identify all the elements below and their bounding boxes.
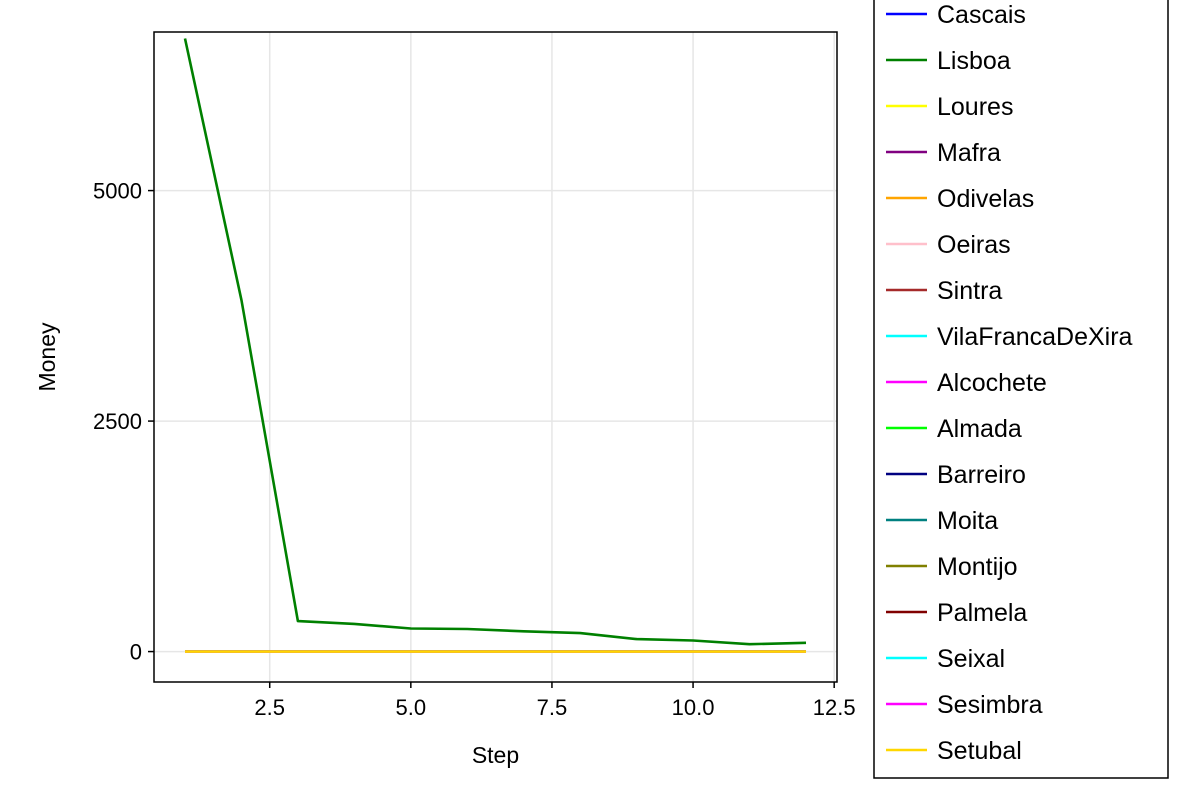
legend-label: Almada: [937, 415, 1022, 443]
legend-label: Mafra: [937, 139, 1001, 167]
legend-label: Loures: [937, 93, 1013, 121]
legend-label: Odivelas: [937, 185, 1034, 213]
x-tick-label: 10.0: [672, 695, 715, 720]
x-tick-label: 5.0: [396, 695, 427, 720]
legend-item-moita: Moita: [886, 507, 998, 535]
legend-item-vilafrancadexira: VilaFrancaDeXira: [886, 323, 1133, 351]
y-axis-label: Money: [34, 322, 60, 392]
legend-item-mafra: Mafra: [886, 139, 1001, 167]
legend-item-montijo: Montijo: [886, 553, 1018, 581]
plot-frame: [153, 31, 838, 683]
legend-label: VilaFrancaDeXira: [937, 323, 1133, 351]
y-tick-label: 0: [130, 640, 142, 665]
legend-label: Palmela: [937, 599, 1027, 627]
legend-label: Montijo: [937, 553, 1018, 581]
x-tick-label: 12.5: [813, 695, 856, 720]
grid: [154, 32, 837, 682]
legend-item-cascais: Cascais: [886, 1, 1026, 29]
legend-item-loures: Loures: [886, 93, 1013, 121]
legend-label: Sesimbra: [937, 691, 1043, 719]
legend-item-alcochete: Alcochete: [886, 369, 1047, 397]
legend-label: Setubal: [937, 737, 1022, 765]
x-tick-label: 2.5: [254, 695, 285, 720]
y-tick-label: 2500: [93, 409, 142, 434]
legend-item-almada: Almada: [886, 415, 1022, 443]
legend-label: Alcochete: [937, 369, 1047, 397]
legend-label: Sintra: [937, 277, 1002, 305]
series-lines: [183, 38, 807, 653]
legend-item-seixal: Seixal: [886, 645, 1005, 673]
x-tick-label: 7.5: [537, 695, 568, 720]
y-tick-label: 5000: [93, 179, 142, 204]
legend-box: [873, 0, 1169, 779]
legend-item-sesimbra: Sesimbra: [886, 691, 1043, 719]
legend-label: Barreiro: [937, 461, 1026, 489]
y-axis-ticks: 0 2500 5000: [93, 179, 154, 665]
legend-item-barreiro: Barreiro: [886, 461, 1026, 489]
legend-item-palmela: Palmela: [886, 599, 1027, 627]
legend-item-oeiras: Oeiras: [886, 231, 1011, 259]
series-line-lisboa: [183, 38, 807, 646]
legend-item-sintra: Sintra: [886, 277, 1002, 305]
legend: Cascais Lisboa Loures Mafra Odivelas Oeiras Si…: [886, 1, 1133, 765]
x-axis-label: Step: [472, 742, 519, 768]
legend-label: Seixal: [937, 645, 1005, 673]
legend-label: Oeiras: [937, 231, 1011, 259]
legend-item-odivelas: Odivelas: [886, 185, 1034, 213]
legend-label: Cascais: [937, 1, 1026, 29]
legend-label: Lisboa: [937, 47, 1011, 75]
legend-label: Moita: [937, 507, 998, 535]
legend-item-setubal: Setubal: [886, 737, 1022, 765]
x-axis-ticks: 2.5 5.0 7.5 10.0 12.5: [254, 682, 856, 720]
legend-item-lisboa: Lisboa: [886, 47, 1011, 75]
